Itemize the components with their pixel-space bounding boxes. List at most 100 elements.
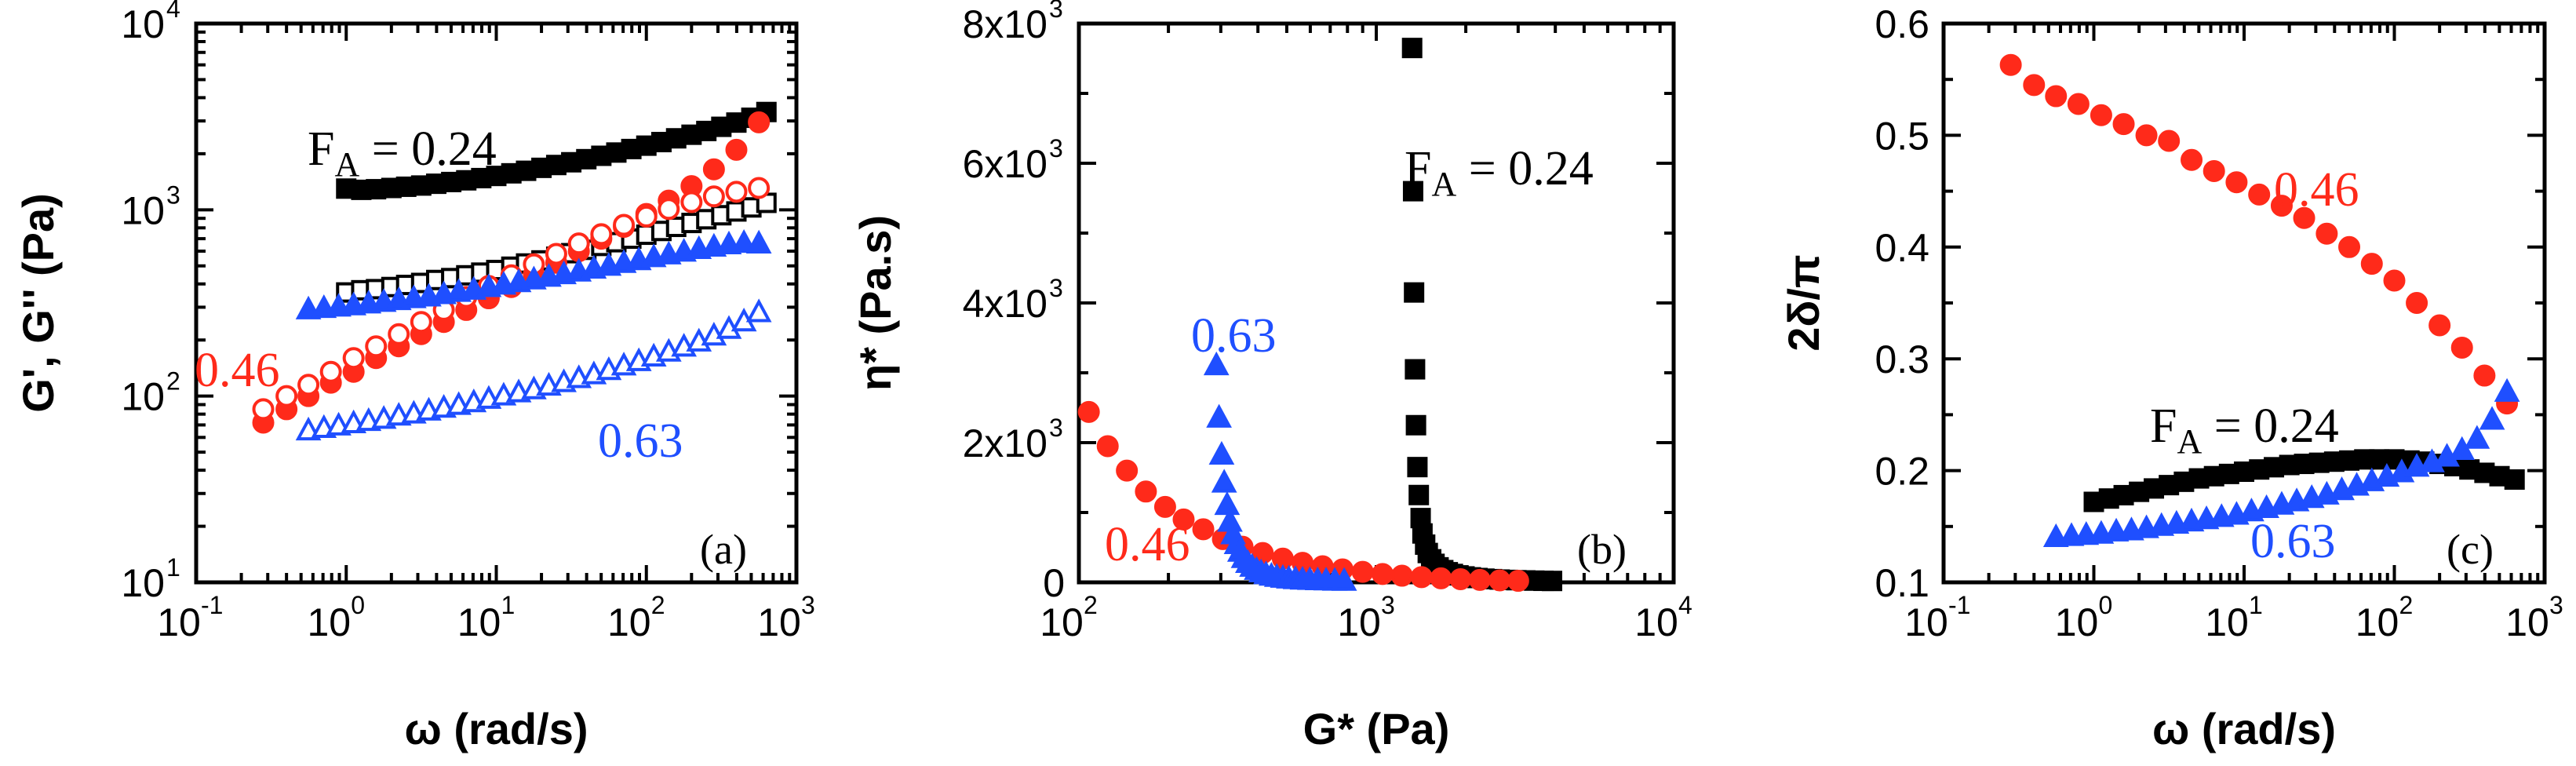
data-point bbox=[1208, 440, 1235, 465]
data-point bbox=[2067, 93, 2090, 115]
data-point bbox=[613, 213, 636, 236]
data-point bbox=[275, 385, 298, 407]
x-tick-label: 10 bbox=[607, 600, 651, 644]
data-point bbox=[2270, 195, 2293, 217]
panel-a-chart: 10 -1 10 0 10 1 10 2 10 310 110 210 310 4ω (rad/s)G',… bbox=[13, 0, 815, 753]
y-tick-label: 8x10 bbox=[963, 2, 1048, 46]
x-tick-label: 10 bbox=[457, 600, 501, 644]
y-tick-label-exponent: 3 bbox=[1049, 134, 1063, 162]
y-tick-label: 4x10 bbox=[963, 282, 1048, 326]
data-point bbox=[1211, 469, 1237, 493]
data-point bbox=[1469, 568, 1492, 591]
series-annotation: FA = 0.24 bbox=[1405, 142, 1594, 203]
data-point bbox=[2479, 406, 2505, 430]
y-tick-label: 0.2 bbox=[1875, 450, 1929, 494]
data-point bbox=[1405, 414, 1426, 436]
data-point bbox=[567, 232, 590, 255]
y-tick-label: 0.1 bbox=[1875, 561, 1929, 605]
data-point bbox=[635, 205, 658, 228]
data-point bbox=[702, 185, 725, 208]
x-tick-label-exponent: 2 bbox=[651, 591, 665, 619]
data-point bbox=[365, 335, 388, 358]
data-point bbox=[1214, 491, 1241, 516]
data-point bbox=[2494, 378, 2520, 402]
data-point bbox=[2023, 74, 2046, 97]
series-annotation: 0.63 bbox=[2250, 515, 2336, 568]
data-point bbox=[1405, 359, 1426, 380]
y-tick-label-exponent: 1 bbox=[166, 553, 180, 582]
data-point bbox=[297, 374, 320, 396]
data-point bbox=[731, 228, 757, 254]
data-point bbox=[1488, 569, 1511, 592]
data-point bbox=[2293, 206, 2315, 229]
data-point bbox=[2158, 129, 2181, 152]
data-point bbox=[1372, 563, 1394, 585]
data-point bbox=[2225, 171, 2248, 194]
data-point bbox=[2315, 222, 2338, 245]
data-point bbox=[2464, 425, 2490, 449]
data-point bbox=[2449, 436, 2476, 460]
x-tick-label-exponent: 1 bbox=[501, 591, 516, 619]
data-point bbox=[1153, 495, 1176, 518]
y-tick-label: 0.3 bbox=[1875, 337, 1929, 381]
panel-tag: (a) bbox=[700, 526, 747, 573]
y-tick-label: 10 bbox=[121, 2, 165, 46]
y-axis-label: 2δ/π bbox=[1779, 254, 1828, 352]
x-tick-label-exponent: 0 bbox=[2099, 591, 2113, 619]
data-point bbox=[2135, 124, 2158, 147]
x-tick-label-exponent: 2 bbox=[2399, 591, 2414, 619]
y-axis-label: η* (Pa.s) bbox=[851, 215, 900, 391]
x-axis-label: ω (rad/s) bbox=[404, 704, 588, 753]
data-point bbox=[1407, 457, 1428, 478]
data-point bbox=[2042, 523, 2069, 548]
data-point bbox=[658, 198, 680, 221]
series-annotation: FA = 0.24 bbox=[2150, 399, 2339, 461]
data-point bbox=[725, 138, 748, 161]
x-tick-label-exponent: 4 bbox=[1678, 591, 1692, 619]
x-tick-label-exponent: -1 bbox=[201, 591, 223, 619]
series-annotation: 0.46 bbox=[195, 344, 280, 397]
data-point bbox=[388, 323, 410, 345]
data-point bbox=[702, 158, 725, 181]
data-point bbox=[545, 243, 567, 265]
data-point bbox=[1999, 53, 2022, 76]
series-annotation: FA = 0.24 bbox=[308, 122, 497, 184]
y-tick-label-exponent: 4 bbox=[166, 0, 180, 23]
x-tick-label-exponent: 3 bbox=[1381, 591, 1395, 619]
y-axis-label: G', G'' (Pa) bbox=[13, 193, 63, 413]
x-tick-label-exponent: 3 bbox=[801, 591, 815, 619]
data-point bbox=[745, 298, 772, 323]
y-tick-label-exponent: 3 bbox=[1049, 0, 1063, 23]
data-point bbox=[342, 347, 365, 370]
data-point bbox=[1390, 564, 1413, 587]
data-series bbox=[1999, 53, 2519, 415]
data-point bbox=[2473, 364, 2496, 387]
x-tick-label: 10 bbox=[1904, 600, 1948, 644]
panel-tag: (b) bbox=[1577, 526, 1627, 573]
data-point bbox=[1192, 518, 1215, 541]
data-point bbox=[2090, 104, 2112, 126]
data-series bbox=[2042, 378, 2520, 548]
panel-c-chart: 10 -1 10 0 10 1 10 2 10 30.10.20.30.40.50.6ω (rad… bbox=[1779, 2, 2563, 753]
data-point bbox=[2112, 113, 2135, 136]
data-point bbox=[410, 311, 432, 334]
data-point bbox=[2428, 314, 2451, 337]
data-point bbox=[1351, 560, 1374, 583]
data-point bbox=[1507, 570, 1529, 593]
x-tick-label-exponent: 1 bbox=[2249, 591, 2263, 619]
x-tick-label: 10 bbox=[2505, 600, 2549, 644]
data-point bbox=[2248, 183, 2271, 206]
x-tick-label: 10 bbox=[757, 600, 801, 644]
y-tick-label-exponent: 3 bbox=[1049, 274, 1063, 302]
data-point bbox=[1401, 38, 1423, 59]
data-point bbox=[1116, 459, 1139, 482]
data-point bbox=[2181, 148, 2203, 171]
data-point bbox=[1410, 566, 1433, 589]
data-point bbox=[252, 398, 275, 421]
data-point bbox=[1135, 480, 1157, 503]
data-series bbox=[1401, 38, 1563, 592]
series-annotation: 0.46 bbox=[2274, 163, 2359, 217]
x-tick-label: 10 bbox=[2055, 600, 2099, 644]
